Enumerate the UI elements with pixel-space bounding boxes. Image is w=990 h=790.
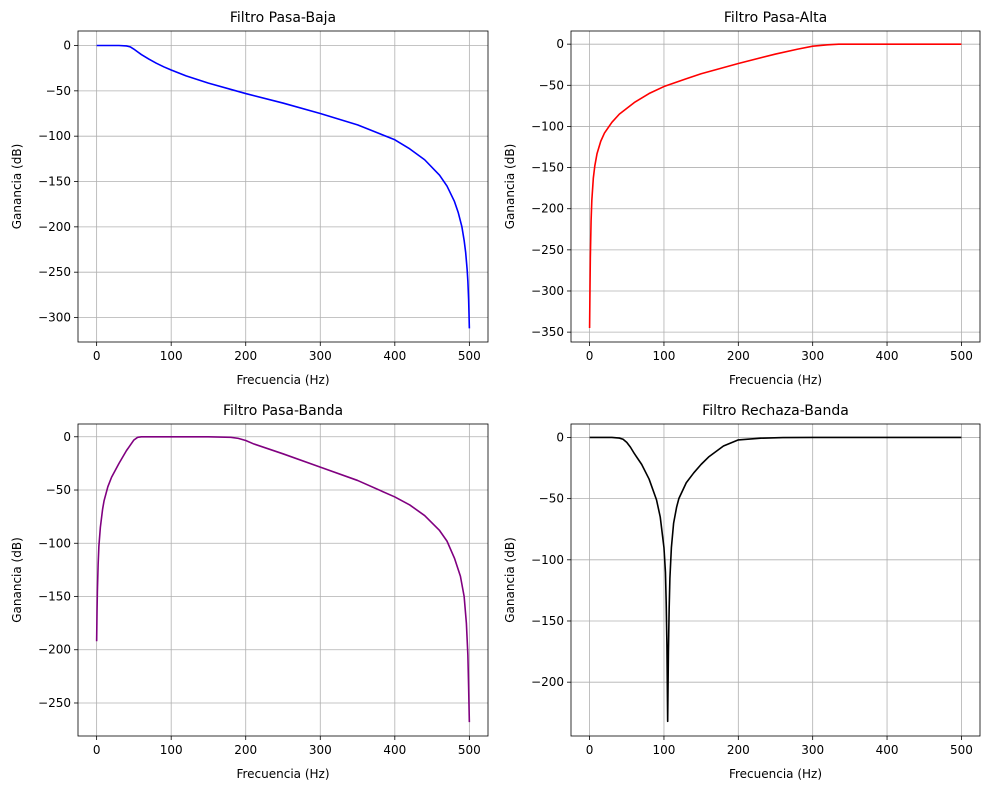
y-tick-label: −100 <box>531 553 564 567</box>
panel-lowpass: 0 100 200 300 400 500 0 −50 −100 −150 −200 −250 −300… <box>10 10 489 387</box>
y-tick-label: −150 <box>531 614 564 628</box>
series-line-bandpass <box>95 435 471 723</box>
y-tick-label: 0 <box>556 430 564 444</box>
y-tick-label: −50 <box>46 483 71 497</box>
y-tick-label: −250 <box>38 265 71 279</box>
chart-title: Filtro Pasa-Banda <box>223 403 343 419</box>
x-tick-label: 300 <box>801 743 824 757</box>
x-tick-label: 0 <box>93 743 101 757</box>
x-tick-label: 500 <box>458 349 481 363</box>
y-tick-label: −350 <box>531 325 564 339</box>
y-tick-label: −200 <box>38 220 71 234</box>
y-tick-label: 0 <box>63 39 71 53</box>
y-tick-label: −100 <box>38 129 71 143</box>
y-tick-label: −250 <box>38 696 71 710</box>
plot-frame <box>77 423 489 737</box>
y-tick-label: 0 <box>556 37 564 51</box>
panel-highpass: 0 100 200 300 400 500 0 −50 −100 −150 −200 −250 −300… <box>503 10 981 387</box>
x-tick-label: 500 <box>950 743 973 757</box>
x-tick-label: 100 <box>653 349 676 363</box>
x-axis-label: Frecuencia (Hz) <box>236 373 329 387</box>
x-tick-label: 300 <box>309 349 332 363</box>
x-tick-label: 500 <box>950 349 973 363</box>
y-tick-label: −150 <box>531 161 564 175</box>
series-line-bandstop <box>589 436 962 723</box>
panel-bandstop: 0 100 200 300 400 500 0 −50 −100 −150 −200 Filtro … <box>503 403 981 781</box>
y-axis-label: Ganancia (dB) <box>10 144 24 230</box>
y-tick-label: 0 <box>63 430 71 444</box>
x-axis-label: Frecuencia (Hz) <box>236 767 329 781</box>
x-tick-label: 100 <box>653 743 676 757</box>
x-tick-label: 0 <box>586 349 594 363</box>
y-tick-label: −50 <box>539 78 564 92</box>
y-axis-label: Ganancia (dB) <box>503 537 517 623</box>
x-tick-label: 400 <box>383 743 406 757</box>
x-tick-label: 200 <box>727 743 750 757</box>
x-tick-label: 200 <box>234 349 257 363</box>
x-tick-label: 400 <box>876 743 899 757</box>
x-tick-label: 100 <box>160 349 183 363</box>
x-tick-label: 0 <box>586 743 594 757</box>
y-tick-label: −50 <box>46 84 71 98</box>
y-tick-label: −300 <box>38 311 71 325</box>
series-line-highpass <box>588 43 962 329</box>
x-tick-label: 400 <box>383 349 406 363</box>
y-axis-label: Ganancia (dB) <box>503 144 517 230</box>
x-tick-label: 200 <box>234 743 257 757</box>
x-tick-label: 300 <box>309 743 332 757</box>
y-tick-label: −150 <box>38 175 71 189</box>
x-tick-label: 0 <box>93 349 101 363</box>
y-tick-label: −150 <box>38 590 71 604</box>
panel-bandpass: 0 100 200 300 400 500 0 −50 −100 −150 −200 −250 Fil… <box>10 403 489 781</box>
y-tick-label: −200 <box>531 202 564 216</box>
x-axis-label: Frecuencia (Hz) <box>729 767 822 781</box>
y-tick-label: −100 <box>38 536 71 550</box>
y-tick-label: −50 <box>539 492 564 506</box>
series-line-lowpass <box>96 44 471 329</box>
y-axis-label: Ganancia (dB) <box>10 537 24 623</box>
x-tick-label: 200 <box>727 349 750 363</box>
plot-frame <box>77 30 489 343</box>
y-tick-label: −250 <box>531 243 564 257</box>
plot-frame <box>570 423 981 737</box>
x-axis-label: Frecuencia (Hz) <box>729 373 822 387</box>
y-tick-label: −300 <box>531 284 564 298</box>
y-tick-label: −200 <box>531 675 564 689</box>
x-tick-label: 300 <box>801 349 824 363</box>
plot-frame <box>570 30 981 343</box>
x-tick-label: 500 <box>458 743 481 757</box>
x-tick-label: 100 <box>160 743 183 757</box>
chart-title: Filtro Pasa-Alta <box>724 10 827 26</box>
chart-title: Filtro Rechaza-Banda <box>702 403 849 419</box>
y-tick-label: −100 <box>531 119 564 133</box>
chart-title: Filtro Pasa-Baja <box>230 10 336 26</box>
x-tick-label: 400 <box>876 349 899 363</box>
y-tick-label: −200 <box>38 643 71 657</box>
